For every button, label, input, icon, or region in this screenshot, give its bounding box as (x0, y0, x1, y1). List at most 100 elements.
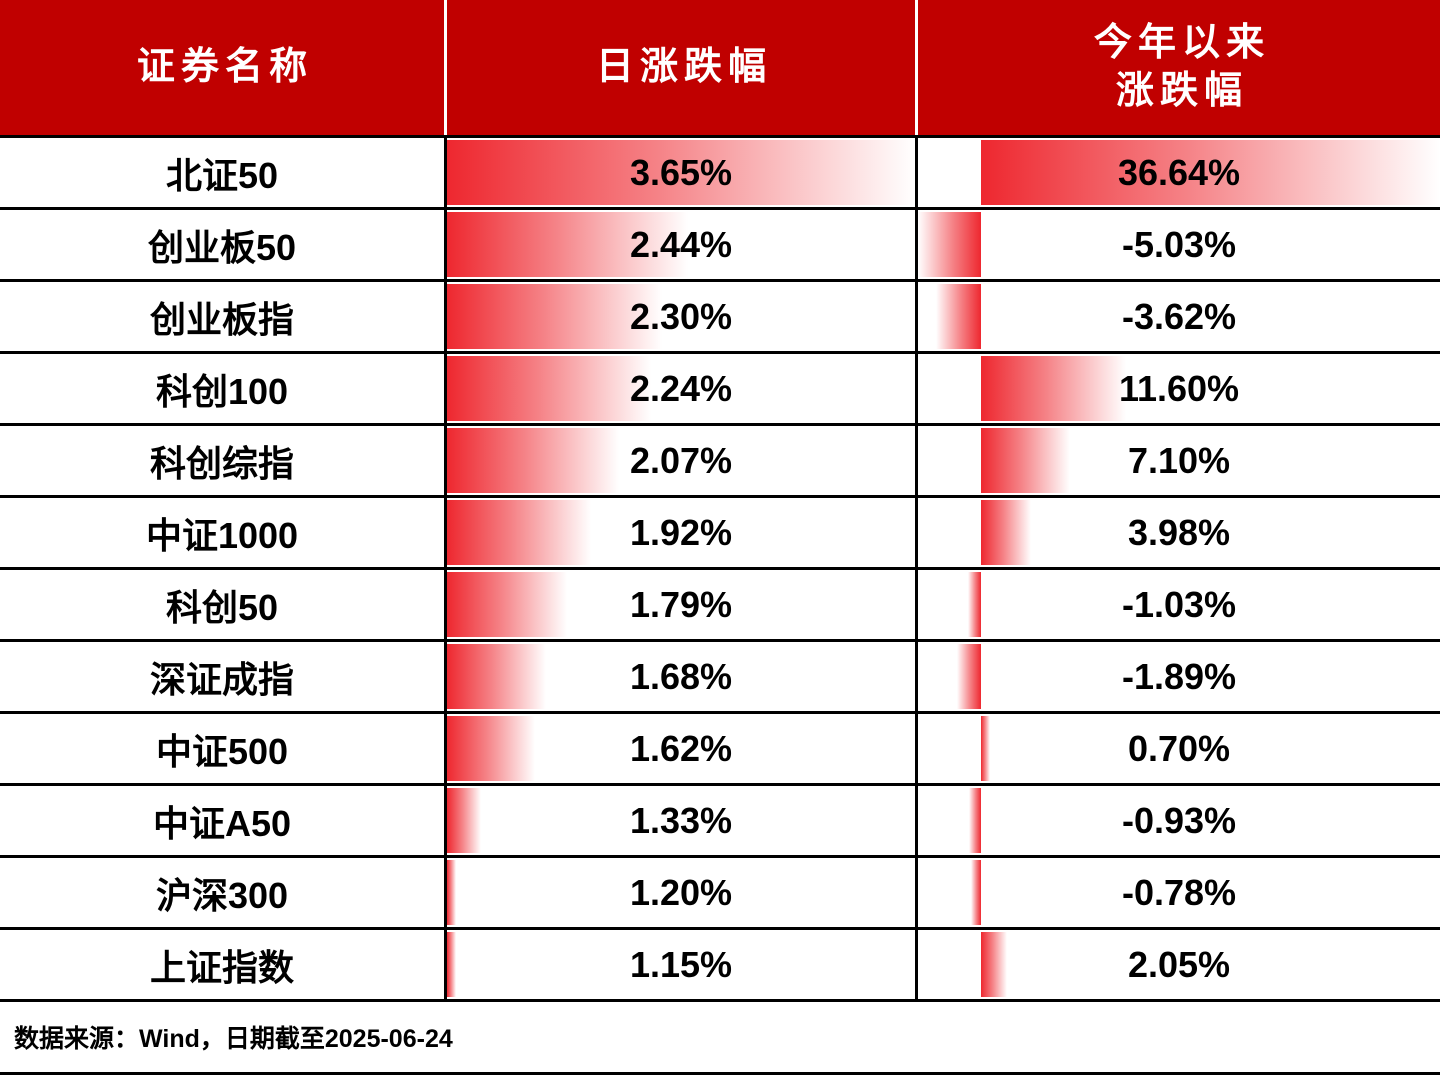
daily-change-cell: 1.92% (447, 498, 918, 567)
table-row: 创业板指 2.30% -3.62% (0, 282, 1440, 354)
ytd-change-value: -5.03% (1121, 223, 1237, 265)
ytd-change-bar (981, 140, 1440, 205)
ytd-change-cell: 7.10% (918, 426, 1440, 495)
table-row: 中证1000 1.92% 3.98% (0, 498, 1440, 570)
table-row: 科创50 1.79% -1.03% (0, 570, 1440, 642)
index-name-cell: 深证成指 (0, 642, 447, 711)
ytd-change-cell: 0.70% (918, 714, 1440, 783)
ytd-change-cell: 11.60% (918, 354, 1440, 423)
daily-change-bar (447, 212, 689, 277)
index-name-cell: 科创100 (0, 354, 447, 423)
index-name-cell: 中证1000 (0, 498, 447, 567)
index-name-cell: 中证A50 (0, 786, 447, 855)
ytd-change-bar (981, 428, 1070, 493)
daily-change-cell: 2.44% (447, 210, 918, 279)
header-ytd-change-line1: 今年以来 (1093, 22, 1271, 64)
ytd-change-cell: -5.03% (918, 210, 1440, 279)
daily-change-cell: 2.30% (447, 282, 918, 351)
daily-change-bar (447, 428, 620, 493)
table-row: 中证500 1.62% 0.70% (0, 714, 1440, 786)
daily-change-bar (447, 788, 481, 853)
index-name-cell: 北证50 (0, 138, 447, 207)
ytd-change-bar (957, 644, 981, 709)
source-note: 数据来源：Wind，日期截至2025-06-24 (0, 1002, 1440, 1075)
daily-change-bar (447, 860, 457, 925)
daily-change-value: 2.30% (629, 295, 733, 337)
index-name: 中证1000 (145, 514, 299, 556)
header-security-name: 证券名称 (0, 0, 447, 135)
index-name: 创业板50 (147, 226, 297, 268)
ytd-change-value: -1.03% (1121, 583, 1237, 625)
ytd-change-cell: -1.89% (918, 642, 1440, 711)
ytd-change-bar (968, 572, 981, 637)
ytd-change-cell: 36.64% (918, 138, 1440, 207)
daily-change-bar (447, 932, 457, 997)
ytd-change-bar (981, 932, 1007, 997)
index-name: 深证成指 (149, 658, 294, 700)
index-name: 北证50 (165, 154, 279, 196)
daily-change-cell: 1.79% (447, 570, 918, 639)
daily-change-bar (447, 500, 592, 565)
daily-change-value: 1.68% (629, 655, 733, 697)
daily-change-bar (447, 572, 567, 637)
daily-change-bar (447, 644, 547, 709)
index-name-cell: 创业板指 (0, 282, 447, 351)
daily-change-bar (447, 284, 663, 349)
index-name: 科创100 (155, 370, 289, 412)
ytd-change-cell: -3.62% (918, 282, 1440, 351)
ytd-change-bar (918, 212, 981, 277)
daily-change-bar (447, 716, 535, 781)
index-name-cell: 科创50 (0, 570, 447, 639)
daily-change-cell: 3.65% (447, 138, 918, 207)
index-name: 科创50 (165, 586, 279, 628)
ytd-change-cell: -1.03% (918, 570, 1440, 639)
table-row: 北证50 3.65% 36.64% (0, 138, 1440, 210)
table-row: 创业板50 2.44% -5.03% (0, 210, 1440, 282)
index-name: 沪深300 (155, 874, 289, 916)
daily-change-cell: 2.24% (447, 354, 918, 423)
index-name: 上证指数 (149, 946, 294, 988)
ytd-change-value: 7.10% (1127, 439, 1231, 481)
daily-change-value: 1.15% (629, 943, 733, 985)
table-row: 科创综指 2.07% 7.10% (0, 426, 1440, 498)
index-name-cell: 创业板50 (0, 210, 447, 279)
daily-change-cell: 1.33% (447, 786, 918, 855)
daily-change-cell: 2.07% (447, 426, 918, 495)
table-body: 北证50 3.65% 36.64% 创业板50 2.44% -5.03% 创业板指 2.30%… (0, 138, 1440, 1002)
ytd-change-value: 3.98% (1127, 511, 1231, 553)
table-row: 科创100 2.24% 11.60% (0, 354, 1440, 426)
ytd-change-cell: -0.93% (918, 786, 1440, 855)
daily-change-cell: 1.68% (447, 642, 918, 711)
table-row: 沪深300 1.20% -0.78% (0, 858, 1440, 930)
header-ytd-change: 今年以来 涨跌幅 (918, 0, 1440, 135)
ytd-change-value: -1.89% (1121, 655, 1237, 697)
daily-change-value: 2.24% (629, 367, 733, 409)
ytd-change-bar (969, 788, 981, 853)
daily-change-cell: 1.62% (447, 714, 918, 783)
index-name-cell: 沪深300 (0, 858, 447, 927)
ytd-change-bar (935, 284, 981, 349)
daily-change-bar (447, 140, 915, 205)
daily-change-value: 2.44% (629, 223, 733, 265)
ytd-change-bar (981, 500, 1031, 565)
table-row: 中证A50 1.33% -0.93% (0, 786, 1440, 858)
ytd-change-value: -0.78% (1121, 871, 1237, 913)
table-header: 证券名称 日涨跌幅 今年以来 涨跌幅 (0, 0, 1440, 138)
ytd-change-cell: 2.05% (918, 930, 1440, 999)
header-daily-change: 日涨跌幅 (447, 0, 918, 135)
ytd-change-value: 2.05% (1127, 943, 1231, 985)
daily-change-value: 3.65% (629, 151, 733, 193)
index-name-cell: 中证500 (0, 714, 447, 783)
daily-change-cell: 1.20% (447, 858, 918, 927)
ytd-change-cell: -0.78% (918, 858, 1440, 927)
table-row: 上证指数 1.15% 2.05% (0, 930, 1440, 1002)
daily-change-value: 1.92% (629, 511, 733, 553)
table-row: 深证成指 1.68% -1.89% (0, 642, 1440, 714)
ytd-change-value: -0.93% (1121, 799, 1237, 841)
ytd-change-value: -3.62% (1121, 295, 1237, 337)
ytd-change-bar (971, 860, 981, 925)
daily-change-bar (447, 356, 652, 421)
ytd-change-bar (981, 356, 1127, 421)
index-name-cell: 科创综指 (0, 426, 447, 495)
